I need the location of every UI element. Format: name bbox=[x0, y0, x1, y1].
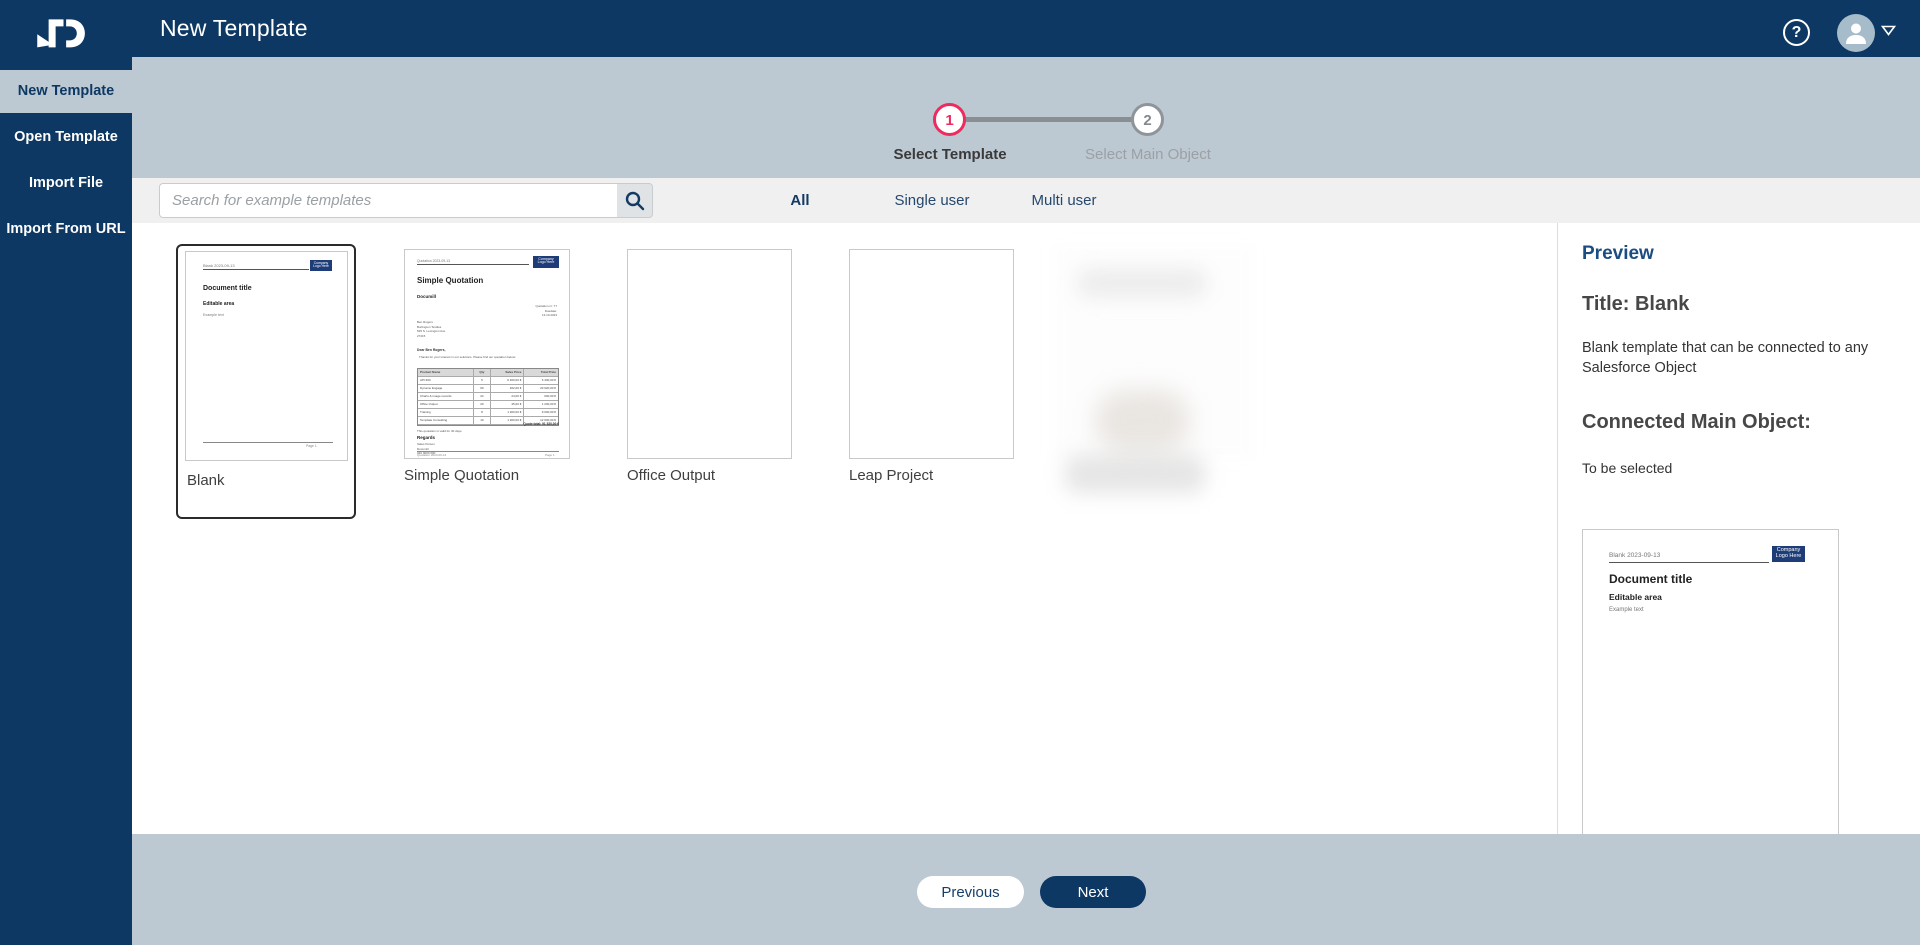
doc-subtitle: Editable area bbox=[203, 301, 235, 307]
footer-bar: Previous Next bbox=[132, 834, 1920, 945]
doc-footer-left: Quotation 2023-09-13 bbox=[417, 452, 447, 457]
preview-description: Blank template that can be connected to … bbox=[1582, 340, 1869, 376]
preview-panel: Preview Title: Blank Blank template that… bbox=[1557, 223, 1920, 945]
template-card-office-output[interactable] bbox=[627, 249, 792, 459]
doc-subtitle: Editable area bbox=[1609, 592, 1662, 602]
user-icon bbox=[1846, 23, 1866, 44]
next-button[interactable]: Next bbox=[1040, 876, 1146, 908]
documill-logo-icon bbox=[37, 19, 85, 48]
sidebar-item-new-template[interactable]: New Template bbox=[0, 70, 132, 113]
doc-salutation: Dear Ben Rogers, bbox=[417, 348, 446, 352]
preview-connected-value: To be selected bbox=[1582, 460, 1673, 476]
doc-header-text: Blank 2023-09-13 bbox=[203, 263, 235, 268]
doc-footer-right: Page 1 bbox=[545, 452, 555, 457]
doc-footer-rule bbox=[417, 451, 559, 452]
top-bar: New Template ? bbox=[0, 0, 1920, 57]
doc-title: Simple Quotation bbox=[417, 276, 484, 285]
template-label-simple-quotation: Simple Quotation bbox=[404, 467, 520, 484]
doc-company-logo: Company Logo Here bbox=[310, 260, 332, 271]
sidebar-item-open-template[interactable]: Open Template bbox=[14, 129, 118, 145]
blurred-content bbox=[1095, 390, 1190, 452]
help-icon[interactable]: ? bbox=[1783, 19, 1810, 46]
step-2-label: Select Main Object bbox=[1085, 146, 1211, 163]
doc-company-name: Documill bbox=[417, 294, 437, 299]
doc-quote-table: Product Name Qty Sales Price Total Price… bbox=[417, 368, 559, 426]
sidebar-item-import-from-url[interactable]: Import From URL bbox=[6, 221, 126, 237]
preview-template-title: Title: Blank bbox=[1582, 293, 1690, 315]
filter-tab-single-user[interactable]: Single user bbox=[894, 192, 970, 209]
doc-company-logo: Company Logo Here bbox=[533, 256, 559, 268]
doc-validity: This quotation is valid for 30 days. bbox=[417, 429, 463, 433]
search-button[interactable] bbox=[617, 183, 653, 218]
step-1-label: Select Template bbox=[893, 146, 1007, 163]
filter-tab-multi-user[interactable]: Multi user bbox=[1031, 192, 1097, 209]
step-1-circle[interactable]: 1 bbox=[933, 103, 966, 136]
doc-regards: Regards bbox=[417, 435, 436, 440]
doc-address-lines: Ben Rogers Burlington Textiles 525 S. Le… bbox=[417, 320, 446, 338]
blurred-content bbox=[1077, 268, 1207, 298]
avatar[interactable] bbox=[1837, 14, 1875, 52]
doc-header-rule bbox=[417, 264, 529, 265]
doc-header-rule bbox=[203, 269, 309, 270]
template-card-blurred[interactable] bbox=[1047, 240, 1260, 508]
template-card-blank[interactable]: Blank 2023-09-13 Company Logo Here Docum… bbox=[176, 244, 356, 519]
sidebar-item-import-file[interactable]: Import File bbox=[28, 175, 104, 191]
search-icon bbox=[625, 191, 645, 211]
doc-signature-lines: Sales Person Documill 040 0000 000 bbox=[417, 442, 436, 455]
doc-body-text: Example text bbox=[1609, 607, 1644, 613]
template-card-simple-quotation[interactable]: Quotation 2023-09-13 Company Logo Here S… bbox=[404, 249, 570, 459]
doc-footer-rule bbox=[203, 442, 333, 443]
template-thumbnail-blank: Blank 2023-09-13 Company Logo Here Docum… bbox=[185, 251, 348, 461]
doc-header-text: Blank 2023-09-13 bbox=[1609, 552, 1661, 559]
sidebar: New Template Open Template Import File I… bbox=[0, 57, 132, 945]
page-title: New Template bbox=[160, 15, 308, 41]
template-label-leap-project: Leap Project bbox=[849, 467, 934, 484]
chevron-down-icon[interactable] bbox=[1881, 25, 1896, 36]
doc-title: Document title bbox=[203, 285, 252, 292]
doc-intro: Thanks for your interest in our solution… bbox=[419, 355, 516, 359]
stepper-connector bbox=[950, 117, 1146, 122]
template-label-blank: Blank bbox=[187, 472, 225, 489]
doc-body-text: Example text bbox=[203, 313, 224, 317]
search-input[interactable] bbox=[159, 183, 617, 218]
doc-title: Document title bbox=[1609, 572, 1693, 586]
doc-quote-table-header: Product Name Qty Sales Price Total Price bbox=[418, 369, 558, 377]
preview-heading: Preview bbox=[1582, 243, 1654, 264]
doc-header-text: Quotation 2023-09-13 bbox=[417, 259, 450, 263]
template-label-office-output: Office Output bbox=[627, 467, 716, 484]
preview-connected-heading: Connected Main Object: bbox=[1582, 411, 1811, 433]
doc-header-rule bbox=[1609, 562, 1769, 563]
doc-company-logo: Company Logo Here bbox=[1772, 546, 1805, 562]
doc-meta-lines: Quotation nr: 77 Duedate: 13.10.2023 bbox=[535, 304, 557, 317]
doc-quote-total: Quote total: 91 520,00 € bbox=[523, 422, 559, 426]
doc-quote-table-rows: API 600 5 6 400,00 €6 400,00 € Dynamo Engag… bbox=[418, 377, 558, 425]
blurred-label bbox=[1065, 455, 1205, 493]
step-2-circle[interactable]: 2 bbox=[1131, 103, 1164, 136]
template-card-leap-project[interactable] bbox=[849, 249, 1014, 459]
filter-tab-all[interactable]: All bbox=[790, 192, 810, 209]
previous-button[interactable]: Previous bbox=[917, 876, 1024, 908]
doc-footer-text: Page 1 bbox=[306, 444, 317, 448]
